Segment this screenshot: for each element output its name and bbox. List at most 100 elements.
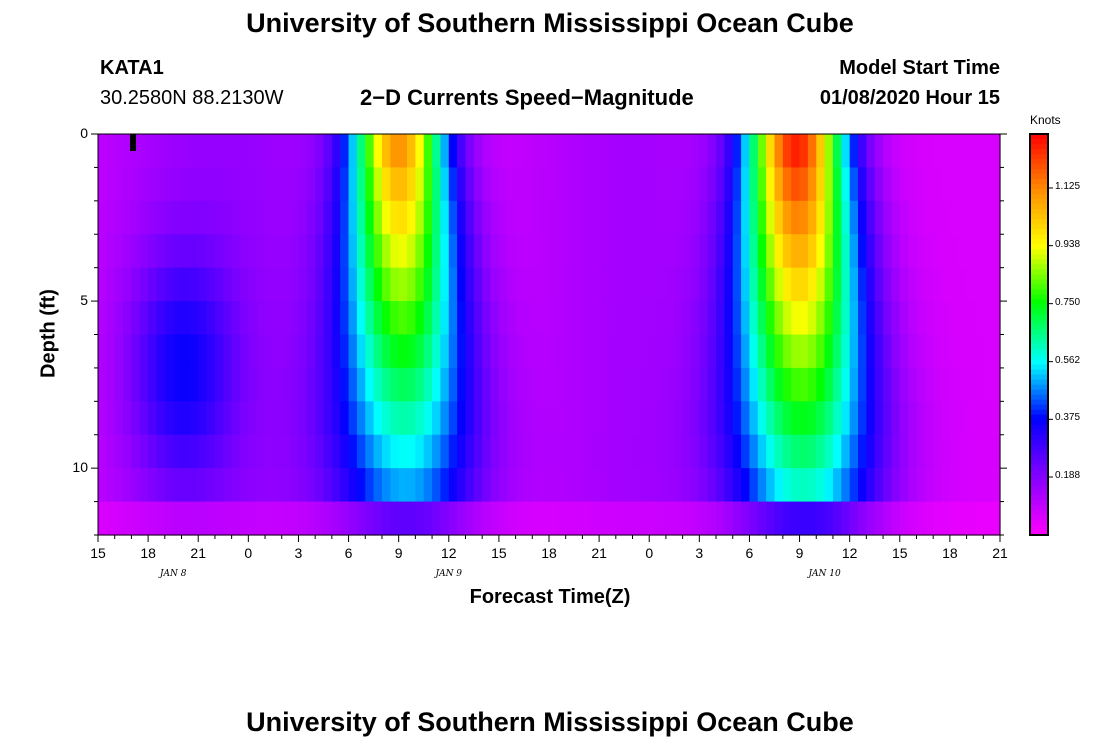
heatmap-cell: [398, 234, 408, 269]
heatmap-cell: [807, 134, 817, 169]
heatmap-cell: [306, 267, 316, 302]
heatmap-cell: [523, 134, 533, 169]
heatmap-cell: [966, 167, 976, 202]
heatmap-cell: [164, 468, 174, 503]
heatmap-cell: [381, 134, 391, 169]
heatmap-cell: [774, 301, 784, 336]
heatmap-cell: [690, 200, 700, 235]
heatmap-cell: [523, 234, 533, 269]
heatmap-cell: [448, 501, 458, 536]
heatmap-cell: [148, 234, 158, 269]
heatmap-cell: [816, 367, 826, 402]
colorbar-segment: [1030, 339, 1048, 346]
heatmap-cell: [532, 167, 542, 202]
heatmap-cell: [290, 468, 300, 503]
heatmap-cell: [298, 200, 308, 235]
heatmap-cell: [265, 367, 274, 402]
heatmap-cell: [381, 468, 391, 503]
colorbar-segment: [1030, 394, 1048, 401]
heatmap-cell: [966, 301, 976, 336]
heatmap-cell: [924, 401, 934, 436]
heatmap-cell: [983, 334, 993, 369]
heatmap-cell: [933, 267, 943, 302]
heatmap-cell: [365, 301, 375, 336]
heatmap-cell: [248, 200, 258, 235]
heatmap-cell: [782, 367, 792, 402]
heatmap-cell: [432, 200, 442, 235]
heatmap-cell: [523, 434, 533, 469]
heatmap-cell: [198, 501, 208, 536]
colorbar-segment: [1030, 494, 1048, 501]
heatmap-cell: [899, 401, 909, 436]
heatmap-cell: [139, 401, 149, 436]
heatmap-cell: [315, 301, 325, 336]
heatmap-cell: [373, 267, 383, 302]
heatmap-cell: [148, 134, 158, 169]
heatmap-cell: [908, 434, 918, 469]
heatmap-cell: [173, 468, 183, 503]
heatmap-cell: [699, 134, 709, 169]
heatmap-cell: [373, 401, 383, 436]
colorbar-segment: [1030, 169, 1048, 175]
heatmap-cell: [724, 401, 734, 436]
colorbar-segment: [1030, 159, 1048, 165]
heatmap-cell: [749, 334, 759, 369]
heatmap-cell: [841, 267, 851, 302]
colorbar-segment: [1030, 254, 1048, 260]
heatmap-cell: [139, 267, 149, 302]
heatmap-cell: [824, 134, 834, 169]
heatmap-cell: [849, 367, 859, 402]
heatmap-cell: [590, 334, 600, 369]
heatmap-cell: [791, 334, 801, 369]
heatmap-cell: [248, 234, 258, 269]
heatmap-cell: [123, 367, 133, 402]
heatmap-cell: [465, 334, 475, 369]
heatmap-cell: [624, 234, 634, 269]
heatmap-cell: [966, 468, 976, 503]
heatmap-cell: [858, 134, 867, 169]
heatmap-cell: [356, 367, 366, 402]
x-tick-label: 21: [591, 545, 607, 561]
heatmap-cell: [381, 167, 391, 202]
heatmap-cell: [732, 401, 742, 436]
heatmap-cell: [432, 468, 442, 503]
colorbar-segment: [1030, 309, 1048, 316]
heatmap-cell: [465, 401, 475, 436]
heatmap-cell: [532, 468, 542, 503]
heatmap-cell: [265, 134, 274, 169]
heatmap-cell: [766, 167, 776, 202]
heatmap-cell: [440, 134, 450, 169]
heatmap-cell: [231, 134, 241, 169]
heatmap-cell: [340, 200, 350, 235]
heatmap-cell: [607, 334, 617, 369]
heatmap-cell: [340, 401, 350, 436]
heatmap-cell: [949, 134, 959, 169]
heatmap-cell: [490, 367, 500, 402]
heatmap-cell: [816, 234, 826, 269]
heatmap-cell: [690, 134, 700, 169]
heatmap-cell: [590, 434, 600, 469]
heatmap-cell: [991, 301, 1001, 336]
heatmap-cell: [356, 167, 366, 202]
heatmap-cell: [482, 267, 492, 302]
heatmap-cell: [599, 334, 609, 369]
heatmap-cell: [164, 434, 174, 469]
colorbar-segment: [1030, 314, 1048, 321]
heatmap-cell: [490, 334, 500, 369]
heatmap-cell: [331, 200, 341, 235]
x-tick-label: 21: [190, 545, 206, 561]
heatmap-cell: [123, 334, 133, 369]
heatmap-cell: [473, 267, 483, 302]
heatmap-cell: [98, 301, 107, 336]
heatmap-cell: [273, 401, 283, 436]
heatmap-cell: [624, 401, 634, 436]
heatmap-cell: [858, 167, 867, 202]
heatmap-cell: [582, 301, 592, 336]
heatmap-cell: [774, 200, 784, 235]
heatmap-cell: [615, 167, 625, 202]
heatmap-cell: [732, 434, 742, 469]
heatmap-cell: [832, 167, 842, 202]
heatmap-cell: [365, 367, 375, 402]
heatmap-cell: [239, 434, 249, 469]
